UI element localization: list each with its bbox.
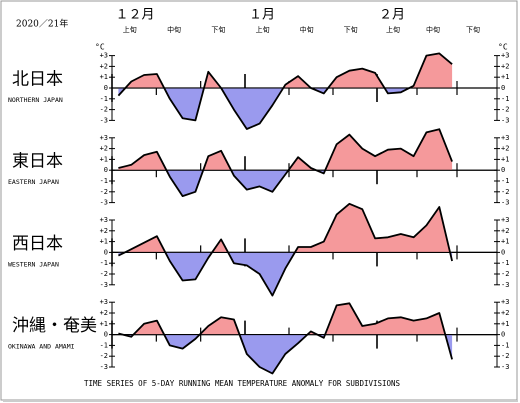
y-tick-label: +3 bbox=[501, 134, 509, 142]
decade-label: 中旬 bbox=[426, 25, 440, 34]
y-tick-label: +1 bbox=[501, 155, 509, 163]
y-tick-label: -2 bbox=[501, 270, 509, 278]
region-title: 西日本 bbox=[12, 234, 63, 254]
y-tick-label: +3 bbox=[100, 216, 108, 224]
y-tick-label: +2 bbox=[501, 145, 509, 153]
decade-label: 下旬 bbox=[344, 25, 358, 34]
line bbox=[118, 128, 453, 197]
y-tick-label: 0 bbox=[104, 166, 108, 174]
y-tick-label: +2 bbox=[501, 62, 509, 70]
decade-label: 下旬 bbox=[466, 25, 480, 34]
y-tick-label: -2 bbox=[100, 270, 108, 278]
area-below bbox=[122, 334, 453, 374]
y-tick-label: -1 bbox=[100, 95, 108, 103]
y-tick-label: -1 bbox=[501, 177, 509, 185]
frame-shadow bbox=[3, 400, 518, 402]
month-label: １月 bbox=[249, 8, 275, 23]
y-tick-label: -2 bbox=[100, 106, 108, 114]
decade-label: 上旬 bbox=[386, 25, 400, 34]
y-tick-label: +2 bbox=[100, 227, 108, 235]
region-title: 北日本 bbox=[12, 70, 63, 90]
y-tick-label: -1 bbox=[100, 177, 108, 185]
y-tick-label: 0 bbox=[501, 166, 505, 174]
area-above bbox=[118, 53, 453, 88]
y-tick-label: +1 bbox=[501, 73, 509, 81]
y-tick-label: +2 bbox=[100, 62, 108, 70]
y-tick-label: +2 bbox=[100, 309, 108, 317]
area-below bbox=[118, 170, 453, 197]
y-tick-label: -2 bbox=[100, 352, 108, 360]
decade-label: 中旬 bbox=[167, 25, 181, 34]
y-tick-label: -3 bbox=[501, 199, 509, 207]
y-tick-label: -2 bbox=[501, 106, 509, 114]
y-tick-label: -1 bbox=[100, 341, 108, 349]
y-tick-label: -3 bbox=[100, 116, 108, 124]
year-label: 2020／21年 bbox=[16, 18, 68, 30]
y-tick-label: -1 bbox=[501, 95, 509, 103]
decade-label: 下旬 bbox=[211, 25, 225, 34]
y-tick-label: -1 bbox=[501, 259, 509, 267]
area-above bbox=[118, 303, 453, 335]
y-tick-label: -3 bbox=[501, 281, 509, 289]
y-tick-label: -1 bbox=[100, 259, 108, 267]
region-title: 沖縄・奄美 bbox=[12, 316, 97, 336]
y-tick-label: +1 bbox=[501, 238, 509, 246]
decade-label: 中旬 bbox=[300, 25, 314, 34]
month-label: １２月 bbox=[115, 8, 154, 23]
y-tick-label: -3 bbox=[100, 363, 108, 371]
y-tick-label: -2 bbox=[501, 188, 509, 196]
decade-label: 上旬 bbox=[123, 25, 137, 34]
month-label: ２月 bbox=[379, 8, 405, 23]
region-title: 東日本 bbox=[12, 152, 63, 172]
y-tick-label: -1 bbox=[501, 341, 509, 349]
area-below bbox=[118, 252, 453, 296]
y-tick-label: 0 bbox=[104, 248, 108, 256]
y-tick-label: 0 bbox=[501, 331, 505, 339]
y-tick-label: +1 bbox=[100, 73, 108, 81]
y-tick-label: +2 bbox=[501, 227, 509, 235]
y-tick-label: +3 bbox=[501, 52, 509, 60]
caption: TIME SERIES OF 5-DAY RUNNING MEAN TEMPER… bbox=[84, 379, 401, 388]
y-tick-label: 0 bbox=[501, 84, 505, 92]
y-tick-label: +1 bbox=[100, 155, 108, 163]
decade-label: 上旬 bbox=[256, 25, 270, 34]
line bbox=[118, 202, 453, 297]
y-unit: °C bbox=[95, 43, 105, 52]
y-tick-label: +3 bbox=[100, 52, 108, 60]
y-tick-label: -3 bbox=[501, 363, 509, 371]
line bbox=[118, 302, 453, 375]
line bbox=[117, 52, 453, 130]
y-tick-label: -3 bbox=[100, 281, 108, 289]
y-tick-label: 0 bbox=[104, 84, 108, 92]
area-below bbox=[118, 88, 453, 129]
y-tick-label: +3 bbox=[501, 298, 509, 306]
y-tick-label: +3 bbox=[100, 298, 108, 306]
y-tick-label: +2 bbox=[100, 145, 108, 153]
region-subtitle: EASTERN JAPAN bbox=[8, 178, 59, 186]
y-tick-label: +3 bbox=[100, 134, 108, 142]
area-above bbox=[124, 203, 451, 253]
y-tick-label: 0 bbox=[501, 248, 505, 256]
region-subtitle: WESTERN JAPAN bbox=[8, 260, 59, 268]
area-above bbox=[118, 129, 453, 171]
region-subtitle: NORTHERN JAPAN bbox=[8, 96, 63, 104]
y-tick-label: +3 bbox=[501, 216, 509, 224]
y-tick-label: -2 bbox=[501, 352, 509, 360]
y-tick-label: -3 bbox=[100, 199, 108, 207]
region-subtitle: OKINAWA AND AMAMI bbox=[8, 343, 75, 351]
y-tick-label: +2 bbox=[501, 309, 509, 317]
y-tick-label: -3 bbox=[501, 116, 509, 124]
y-tick-label: +1 bbox=[100, 238, 108, 246]
y-tick-label: -2 bbox=[100, 188, 108, 196]
y-unit: °C bbox=[498, 43, 508, 52]
y-tick-label: +1 bbox=[501, 320, 509, 328]
y-tick-label: 0 bbox=[104, 331, 108, 339]
y-tick-label: +1 bbox=[100, 320, 108, 328]
